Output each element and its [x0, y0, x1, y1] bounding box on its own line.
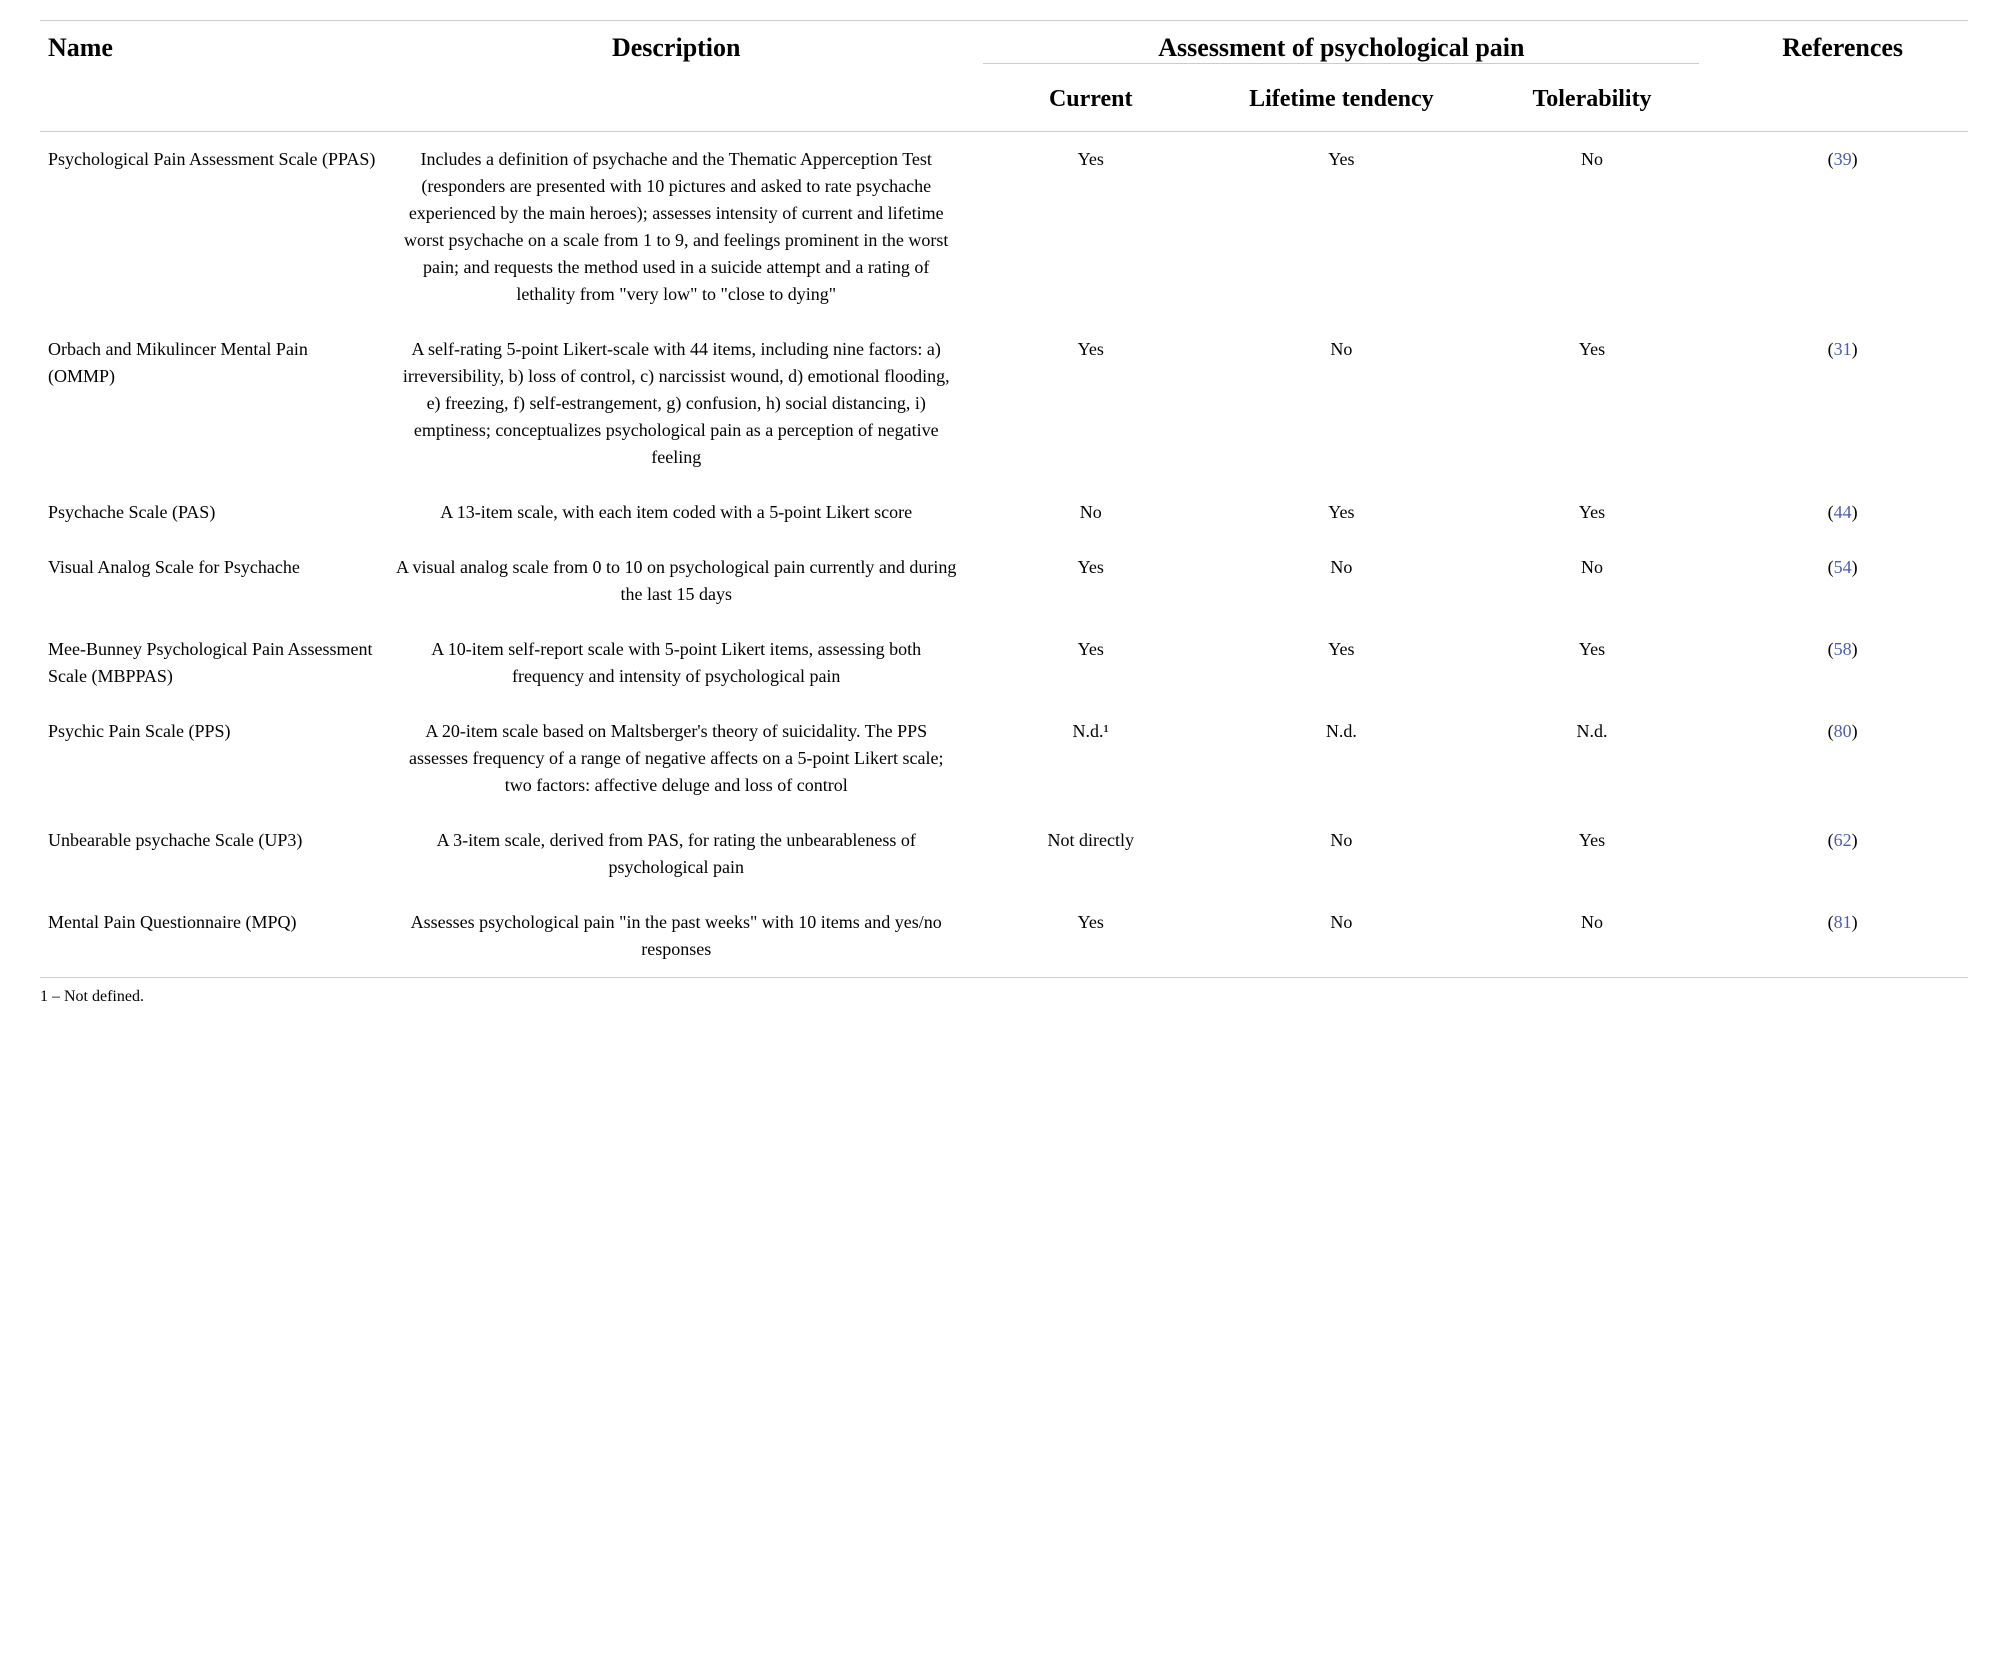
cell-current: No — [965, 485, 1216, 540]
reference-link[interactable]: 31 — [1834, 339, 1852, 359]
cell-tolerability: Yes — [1467, 485, 1718, 540]
header-assessment-group: Assessment of psychological pain — [965, 21, 1717, 73]
table-row: Unbearable psychache Scale (UP3)A 3-item… — [40, 813, 1968, 895]
cell-reference: (54) — [1717, 540, 1968, 622]
table-body: Psychological Pain Assessment Scale (PPA… — [40, 132, 1968, 978]
table-row: Psychological Pain Assessment Scale (PPA… — [40, 132, 1968, 323]
cell-description: A 13-item scale, with each item coded wi… — [387, 485, 965, 540]
footnote: 1 – Not defined. — [40, 978, 1968, 1006]
cell-name: Psychic Pain Scale (PPS) — [40, 704, 387, 813]
cell-description: A self-rating 5-point Likert-scale with … — [387, 322, 965, 485]
header-name: Name — [40, 21, 387, 132]
cell-tolerability: Yes — [1467, 322, 1718, 485]
table-row: Orbach and Mikulincer Mental Pain (OMMP)… — [40, 322, 1968, 485]
header-references: References — [1717, 21, 1968, 132]
cell-description: A 3-item scale, derived from PAS, for ra… — [387, 813, 965, 895]
reference-link[interactable]: 54 — [1834, 557, 1852, 577]
cell-reference: (62) — [1717, 813, 1968, 895]
cell-current: Yes — [965, 132, 1216, 323]
reference-link[interactable]: 44 — [1834, 502, 1852, 522]
cell-lifetime: Yes — [1216, 622, 1467, 704]
cell-name: Psychological Pain Assessment Scale (PPA… — [40, 132, 387, 323]
reference-link[interactable]: 80 — [1834, 721, 1852, 741]
cell-name: Mental Pain Questionnaire (MPQ) — [40, 895, 387, 978]
cell-current: Yes — [965, 895, 1216, 978]
cell-reference: (58) — [1717, 622, 1968, 704]
cell-lifetime: No — [1216, 540, 1467, 622]
cell-lifetime: No — [1216, 813, 1467, 895]
reference-link[interactable]: 81 — [1834, 912, 1852, 932]
cell-reference: (44) — [1717, 485, 1968, 540]
cell-name: Unbearable psychache Scale (UP3) — [40, 813, 387, 895]
header-assessment-label: Assessment of psychological pain — [1158, 33, 1524, 62]
cell-description: A 10-item self-report scale with 5-point… — [387, 622, 965, 704]
cell-description: A 20-item scale based on Maltsberger's t… — [387, 704, 965, 813]
cell-current: N.d.¹ — [965, 704, 1216, 813]
cell-reference: (81) — [1717, 895, 1968, 978]
cell-tolerability: No — [1467, 895, 1718, 978]
cell-tolerability: Yes — [1467, 622, 1718, 704]
cell-tolerability: N.d. — [1467, 704, 1718, 813]
cell-lifetime: Yes — [1216, 485, 1467, 540]
table-row: Mee-Bunney Psychological Pain Assessment… — [40, 622, 1968, 704]
cell-reference: (80) — [1717, 704, 1968, 813]
cell-description: Assesses psychological pain "in the past… — [387, 895, 965, 978]
cell-reference: (31) — [1717, 322, 1968, 485]
table-row: Psychic Pain Scale (PPS)A 20-item scale … — [40, 704, 1968, 813]
subheader-divider — [983, 63, 1699, 64]
header-current: Current — [965, 72, 1216, 132]
table-row: Mental Pain Questionnaire (MPQ)Assesses … — [40, 895, 1968, 978]
table-row: Psychache Scale (PAS)A 13-item scale, wi… — [40, 485, 1968, 540]
header-description: Description — [387, 21, 965, 132]
cell-lifetime: N.d. — [1216, 704, 1467, 813]
cell-current: Yes — [965, 322, 1216, 485]
cell-tolerability: Yes — [1467, 813, 1718, 895]
cell-name: Mee-Bunney Psychological Pain Assessment… — [40, 622, 387, 704]
cell-current: Not directly — [965, 813, 1216, 895]
cell-tolerability: No — [1467, 132, 1718, 323]
cell-name: Visual Analog Scale for Psychache — [40, 540, 387, 622]
table-row: Visual Analog Scale for PsychacheA visua… — [40, 540, 1968, 622]
cell-description: A visual analog scale from 0 to 10 on ps… — [387, 540, 965, 622]
cell-description: Includes a definition of psychache and t… — [387, 132, 965, 323]
cell-lifetime: No — [1216, 895, 1467, 978]
header-lifetime: Lifetime tendency — [1216, 72, 1467, 132]
reference-link[interactable]: 62 — [1834, 830, 1852, 850]
cell-tolerability: No — [1467, 540, 1718, 622]
header-tolerability: Tolerability — [1467, 72, 1718, 132]
cell-reference: (39) — [1717, 132, 1968, 323]
cell-current: Yes — [965, 622, 1216, 704]
reference-link[interactable]: 39 — [1834, 149, 1852, 169]
cell-lifetime: Yes — [1216, 132, 1467, 323]
psychological-pain-scales-table: Name Description Assessment of psycholog… — [40, 20, 1968, 978]
cell-name: Psychache Scale (PAS) — [40, 485, 387, 540]
cell-lifetime: No — [1216, 322, 1467, 485]
cell-current: Yes — [965, 540, 1216, 622]
reference-link[interactable]: 58 — [1834, 639, 1852, 659]
cell-name: Orbach and Mikulincer Mental Pain (OMMP) — [40, 322, 387, 485]
